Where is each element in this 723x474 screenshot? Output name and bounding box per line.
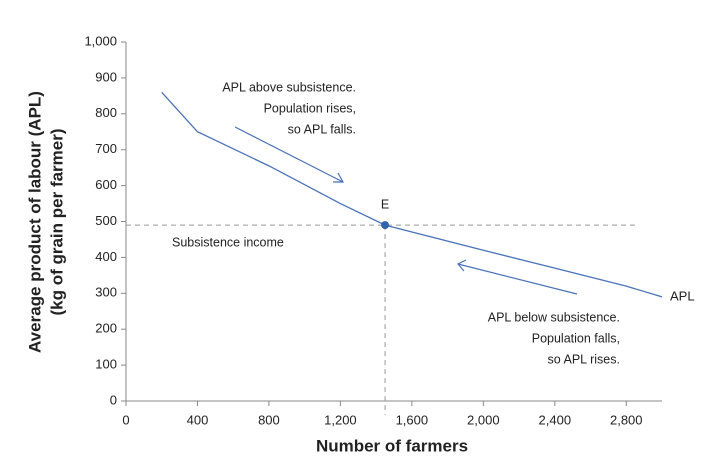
annotation: APL below subsistence.	[488, 310, 620, 324]
apl-line	[161, 91, 663, 298]
x-tick-label: 2,400	[539, 412, 572, 427]
x-tick-label: 2,000	[467, 412, 500, 427]
y-tick-label: 1,000	[84, 33, 117, 48]
x-tick-label: 1,600	[396, 412, 429, 427]
annotation: Population falls,	[532, 331, 620, 345]
annotation: Population rises,	[264, 101, 356, 115]
y-tick-label: 400	[95, 249, 117, 264]
x-axis-title: Number of farmers	[316, 436, 468, 455]
x-tick-label: 800	[258, 412, 280, 427]
y-tick-label: 900	[95, 69, 117, 84]
y-axis-title: Average product of labour (APL)	[25, 91, 44, 353]
series-label: APL	[670, 288, 695, 303]
equilibrium-point	[381, 221, 390, 230]
x-tick-label: 1,200	[324, 412, 357, 427]
x-tick-label: 400	[187, 412, 209, 427]
y-axis-title: (kg of grain per farmer)	[47, 128, 66, 315]
point-label: E	[381, 197, 389, 211]
annotation: so APL rises.	[548, 352, 621, 366]
annotation: so APL falls.	[288, 122, 356, 136]
y-tick-label: 0	[110, 392, 117, 407]
y-tick-label: 700	[95, 141, 117, 156]
y-tick-label: 800	[95, 105, 117, 120]
y-tick-label: 200	[95, 321, 117, 336]
annotation: APL above subsistence.	[222, 80, 356, 94]
x-tick-label: 2,800	[610, 412, 643, 427]
x-tick-label: 0	[122, 412, 129, 427]
annotation: Subsistence income	[172, 235, 284, 249]
y-tick-label: 500	[95, 213, 117, 228]
y-tick-label: 600	[95, 177, 117, 192]
arrows	[234, 126, 578, 295]
y-tick-label: 100	[95, 357, 117, 372]
y-tick-label: 300	[95, 285, 117, 300]
